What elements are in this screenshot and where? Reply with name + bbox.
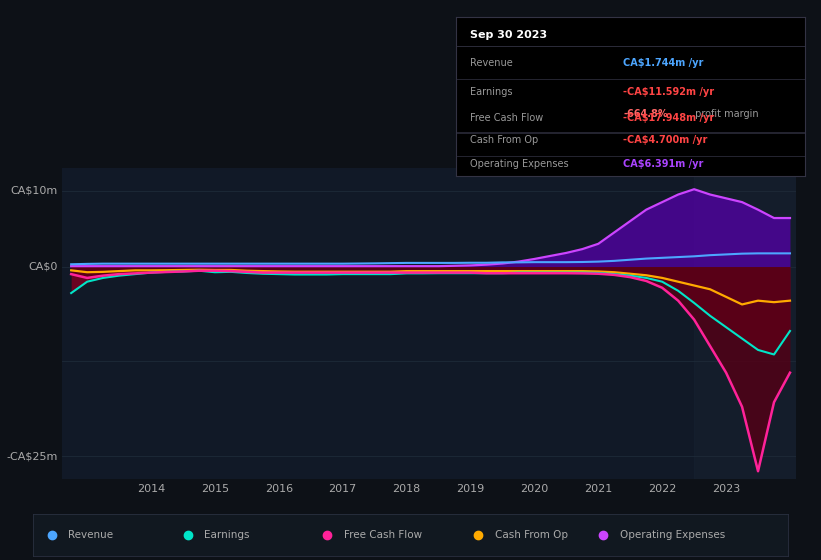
Text: -664.8%: -664.8%	[623, 109, 667, 119]
Text: Sep 30 2023: Sep 30 2023	[470, 30, 547, 40]
Text: -CA$11.592m /yr: -CA$11.592m /yr	[623, 87, 714, 97]
Text: Operating Expenses: Operating Expenses	[620, 530, 725, 539]
Text: Earnings: Earnings	[470, 87, 512, 97]
Text: CA$0: CA$0	[29, 262, 58, 272]
Text: -CA$4.700m /yr: -CA$4.700m /yr	[623, 135, 708, 145]
Text: -CA$17.948m /yr: -CA$17.948m /yr	[623, 113, 714, 123]
Text: Operating Expenses: Operating Expenses	[470, 159, 568, 169]
Text: Revenue: Revenue	[470, 58, 512, 68]
Text: Earnings: Earnings	[204, 530, 250, 539]
Text: Free Cash Flow: Free Cash Flow	[470, 113, 543, 123]
Text: Cash From Op: Cash From Op	[495, 530, 568, 539]
Text: Cash From Op: Cash From Op	[470, 135, 538, 145]
Text: -CA$25m: -CA$25m	[7, 451, 58, 461]
Text: Free Cash Flow: Free Cash Flow	[344, 530, 422, 539]
Text: CA$6.391m /yr: CA$6.391m /yr	[623, 159, 704, 169]
Text: CA$10m: CA$10m	[11, 186, 58, 196]
Text: profit margin: profit margin	[691, 109, 758, 119]
Text: CA$1.744m /yr: CA$1.744m /yr	[623, 58, 704, 68]
Bar	[694, 168, 796, 479]
Text: Revenue: Revenue	[68, 530, 113, 539]
